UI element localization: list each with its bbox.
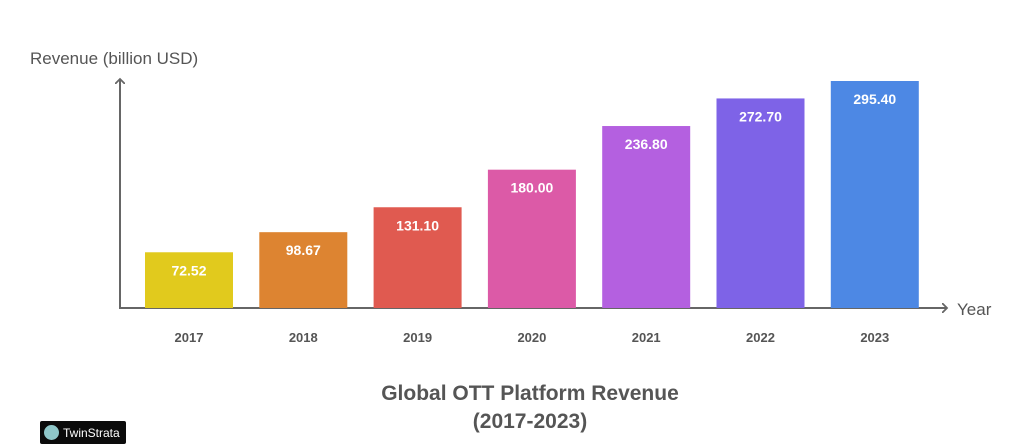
x-tick-label-2018: 2018 — [289, 330, 318, 345]
data-label-2017: 72.52 — [171, 262, 206, 278]
bar-2021 — [602, 126, 691, 308]
x-tick-label-2019: 2019 — [403, 330, 432, 345]
bar-2020 — [487, 169, 576, 308]
chart-subtitle: (2017-2023) — [473, 410, 587, 433]
x-tick-label-2017: 2017 — [175, 330, 204, 345]
data-label-2019: 131.10 — [396, 217, 439, 233]
data-label-2022: 272.70 — [739, 108, 782, 124]
chart-title: Global OTT Platform Revenue — [381, 382, 679, 405]
bar-2019 — [373, 207, 462, 308]
data-label-2020: 180.00 — [510, 180, 553, 196]
y-axis-label: Revenue (billion USD) — [30, 49, 198, 68]
twinstrata-logo: TwinStrata — [40, 421, 126, 444]
data-label-2021: 236.80 — [625, 136, 668, 152]
bar-2023 — [830, 81, 919, 308]
data-label-2018: 98.67 — [286, 242, 321, 258]
bar-2022 — [716, 98, 805, 308]
logo-icon — [44, 425, 59, 440]
logo-text: TwinStrata — [63, 425, 120, 440]
x-tick-label-2023: 2023 — [860, 330, 889, 345]
x-tick-label-2020: 2020 — [517, 330, 546, 345]
x-tick-label-2022: 2022 — [746, 330, 775, 345]
x-tick-label-2021: 2021 — [632, 330, 661, 345]
bar-2017 — [145, 252, 233, 308]
data-label-2023: 295.40 — [853, 91, 896, 107]
x-axis-label: Year — [957, 300, 992, 319]
bar-2018 — [259, 232, 348, 308]
